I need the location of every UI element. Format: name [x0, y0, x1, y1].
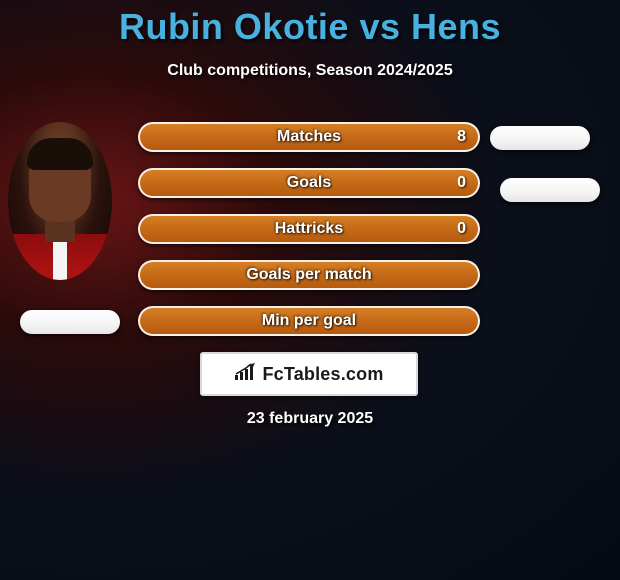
- decorative-pill: [20, 310, 120, 334]
- stat-bar: Min per goal: [138, 306, 480, 336]
- brand-badge: FcTables.com: [200, 352, 418, 396]
- avatar-hair: [27, 138, 93, 170]
- stat-bar: Goals per match: [138, 260, 480, 290]
- stat-bar-value: 8: [457, 122, 466, 152]
- stat-bar: Matches8: [138, 122, 480, 152]
- stat-bar-label: Goals: [138, 168, 480, 198]
- decorative-pill: [500, 178, 600, 202]
- stat-bar-label: Goals per match: [138, 260, 480, 290]
- stat-bar-label: Min per goal: [138, 306, 480, 336]
- stat-bar-value: 0: [457, 214, 466, 244]
- page-subtitle: Club competitions, Season 2024/2025: [0, 62, 620, 80]
- stat-bar-label: Matches: [138, 122, 480, 152]
- stat-bar: Hattricks0: [138, 214, 480, 244]
- player-avatar: [8, 122, 112, 280]
- decorative-pill: [490, 126, 590, 150]
- stat-bars: Matches8Goals0Hattricks0Goals per matchM…: [138, 122, 480, 352]
- page-title: Rubin Okotie vs Hens: [0, 0, 620, 48]
- chart-icon: [234, 363, 256, 386]
- content: Rubin Okotie vs Hens Club competitions, …: [0, 0, 620, 580]
- stat-bar: Goals0: [138, 168, 480, 198]
- stat-bar-label: Hattricks: [138, 214, 480, 244]
- brand-text: FcTables.com: [262, 364, 383, 385]
- date-text: 23 february 2025: [0, 410, 620, 428]
- stat-bar-value: 0: [457, 168, 466, 198]
